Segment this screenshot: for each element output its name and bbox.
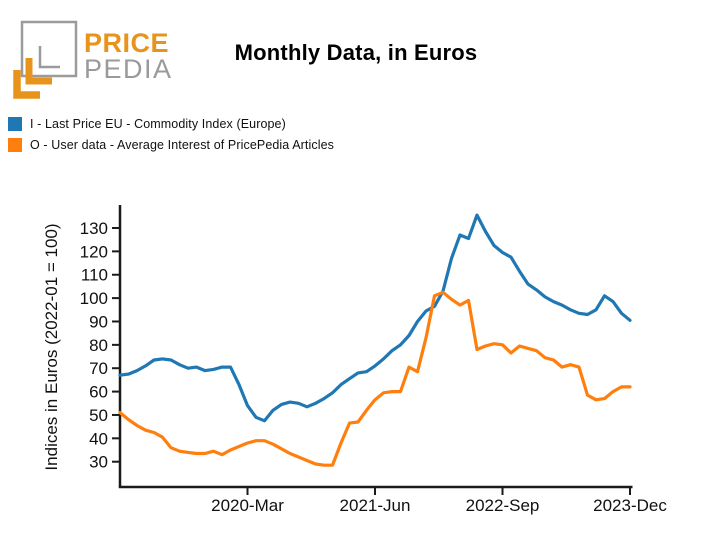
pricepedia-logo: PRICE PEDIA [13,20,173,99]
logo-orange-corner [25,58,52,85]
series-line-O [118,290,632,467]
y-tick-label: 130 [80,219,108,238]
x-tick-label: 2022-Sep [466,496,540,515]
series-line-I [118,213,632,423]
legend-item: I - Last Price EU - Commodity Index (Eur… [8,117,334,131]
plot-area: 30 40 50 60 70 80 90 100 110 120 130 2020-Mar 2021-J… [80,205,667,515]
logo-orange-corner [13,70,40,99]
legend-swatch-icon [8,117,22,131]
x-tick-label: 2020-Mar [211,496,284,515]
chart-title: Monthly Data, in Euros [234,40,478,65]
legend-label: O - User data - Average Interest of Pric… [30,138,335,152]
legend-label: I - Last Price EU - Commodity Index (Eur… [30,117,286,131]
x-tick-label: 2021-Jun [340,496,411,515]
y-tick-label: 30 [89,453,108,472]
legend-swatch-icon [8,138,22,152]
y-tick-label: 90 [89,312,108,331]
logo-gray-corner [38,46,60,69]
y-tick-label: 60 [89,383,108,402]
legend: I - Last Price EU - Commodity Index (Eur… [8,117,334,152]
y-tick-label: 80 [89,336,108,355]
logo-square-outline [20,20,78,78]
y-tick-label: 40 [89,429,108,448]
y-tick-label: 50 [89,406,108,425]
logo-text-price: PRICE [84,28,169,58]
y-tick-label: 100 [80,289,108,308]
logo-text-pedia: PEDIA [84,54,173,84]
y-tick-label: 120 [80,242,108,261]
y-tick-label: 110 [81,266,108,285]
y-tick-label: 70 [89,359,108,378]
legend-item: O - User data - Average Interest of Pric… [8,138,334,152]
x-tick-label: 2023-Dec [593,496,667,515]
y-axis-title: Indices in Euros (2022-01 = 100) [42,223,61,470]
